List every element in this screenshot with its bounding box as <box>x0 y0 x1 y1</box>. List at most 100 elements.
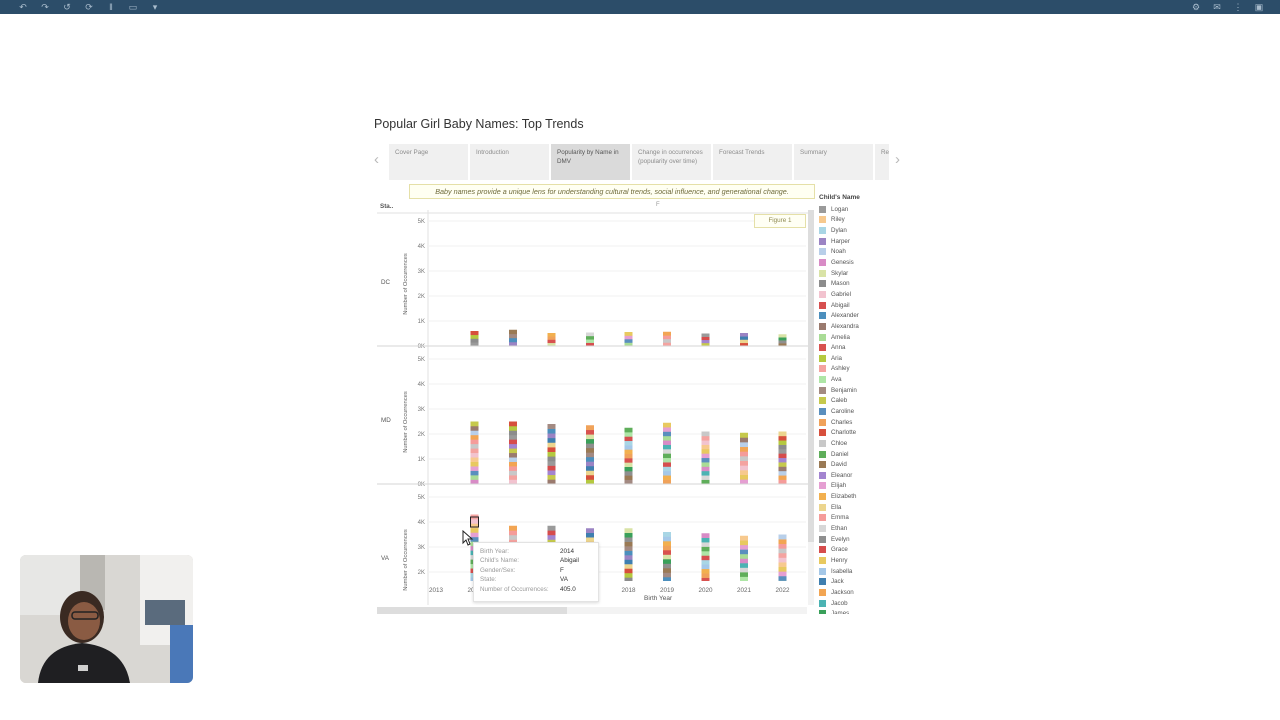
bar-segment[interactable] <box>779 604 787 605</box>
chevron-left-icon[interactable]: ‹ <box>374 151 379 168</box>
story-tab[interactable]: Re <box>875 144 889 180</box>
bar-segment[interactable] <box>509 448 517 454</box>
bar-segment[interactable] <box>778 566 787 572</box>
bar-segment[interactable] <box>624 568 633 574</box>
bar-segment[interactable] <box>586 342 594 347</box>
legend-item[interactable]: Daniel <box>819 449 889 460</box>
bar-segment[interactable] <box>779 594 787 599</box>
bar-segment[interactable] <box>509 539 517 545</box>
bar-segment[interactable] <box>740 460 748 466</box>
bar-segment[interactable] <box>547 479 556 485</box>
legend-item[interactable]: Charlotte <box>819 427 889 438</box>
bar-segment[interactable] <box>470 342 479 347</box>
pause-icon[interactable]: ‖ <box>109 2 113 12</box>
bar-segment[interactable] <box>740 451 748 457</box>
bar-segment[interactable] <box>625 595 633 600</box>
legend-item[interactable]: Jacob <box>819 598 889 609</box>
bar-segment[interactable] <box>509 470 517 476</box>
bar-segment[interactable] <box>701 336 710 341</box>
bar-segment[interactable] <box>547 451 556 457</box>
bar-segment[interactable] <box>740 567 748 573</box>
bar-segment[interactable] <box>470 527 479 533</box>
bar-segment[interactable] <box>740 558 748 564</box>
story-tab[interactable]: Summary <box>794 144 873 180</box>
bar-segment[interactable] <box>547 433 556 439</box>
bar-segment[interactable] <box>702 604 710 605</box>
bar-segment[interactable] <box>624 335 633 340</box>
vertical-scrollbar[interactable] <box>808 210 814 605</box>
bar-segment[interactable] <box>663 554 671 560</box>
scroll-thumb[interactable] <box>377 607 567 614</box>
bar-segment[interactable] <box>701 444 710 450</box>
bar-segment[interactable] <box>509 341 517 347</box>
bar-segment[interactable] <box>547 465 556 471</box>
bar-segment[interactable] <box>701 342 710 347</box>
bar-segment[interactable] <box>586 443 594 449</box>
bar-segment[interactable] <box>778 543 787 549</box>
bar-segment[interactable] <box>778 337 787 341</box>
story-tab[interactable]: Introduction <box>470 144 549 180</box>
bar-segment[interactable] <box>470 443 479 449</box>
legend-item[interactable]: Amelia <box>819 332 889 343</box>
legend-item[interactable]: Alexander <box>819 310 889 321</box>
bar-segment[interactable] <box>778 475 787 480</box>
bar-segment[interactable] <box>586 532 594 538</box>
bar-segment[interactable] <box>624 453 633 459</box>
legend-item[interactable]: Elijah <box>819 481 889 492</box>
bar-segment[interactable] <box>624 436 633 442</box>
bar-segment[interactable] <box>740 333 748 337</box>
bar-segment[interactable] <box>663 331 671 336</box>
legend-item[interactable]: Grace <box>819 545 889 556</box>
bar-segment[interactable] <box>663 440 671 445</box>
bar-segment[interactable] <box>701 333 710 337</box>
bar-segment[interactable] <box>663 536 671 542</box>
bar-segment[interactable] <box>509 329 517 335</box>
refresh-icon[interactable]: ⟳ <box>85 2 93 12</box>
bar-segment[interactable] <box>509 525 517 531</box>
bar-segment[interactable] <box>624 550 633 556</box>
legend-item[interactable]: Caleb <box>819 396 889 407</box>
scroll-thumb[interactable] <box>808 210 814 542</box>
bar-segment[interactable] <box>547 539 556 545</box>
bar-segment[interactable] <box>778 479 787 485</box>
legend-item[interactable]: Skylar <box>819 268 889 279</box>
bar-segment[interactable] <box>586 429 594 435</box>
bar-segment[interactable] <box>586 474 594 480</box>
legend-item[interactable]: Mason <box>819 278 889 289</box>
bar-segment[interactable] <box>778 552 787 558</box>
bar-segment[interactable] <box>586 339 594 343</box>
bar-segment[interactable] <box>778 334 787 338</box>
bar-segment[interactable] <box>586 452 594 458</box>
bar-segment[interactable] <box>740 535 748 541</box>
bar-segment[interactable] <box>701 449 710 454</box>
bar-segment[interactable] <box>624 577 633 582</box>
bar-segment[interactable] <box>624 462 633 467</box>
legend-item[interactable]: Gabriel <box>819 289 889 300</box>
bar-segment[interactable] <box>547 470 556 476</box>
settings-icon[interactable]: ⚙ <box>1191 2 1201 12</box>
legend-item[interactable]: Jackson <box>819 587 889 598</box>
bar-segment[interactable] <box>740 599 748 604</box>
bar-segment[interactable] <box>586 470 594 476</box>
bar-segment[interactable] <box>547 428 556 434</box>
bar-segment[interactable] <box>778 470 787 476</box>
bar-segment[interactable] <box>624 471 633 476</box>
bar-segment[interactable] <box>547 442 556 448</box>
redo-icon[interactable]: ↷ <box>41 2 49 12</box>
bar-segment[interactable] <box>509 430 517 436</box>
bar-segment[interactable] <box>702 595 710 600</box>
legend-item[interactable]: Riley <box>819 215 889 226</box>
bar-segment[interactable] <box>663 338 671 343</box>
bar-segment[interactable] <box>624 339 633 343</box>
legend-item[interactable]: Anna <box>819 342 889 353</box>
bar-segment[interactable] <box>509 337 517 343</box>
bar-segment[interactable] <box>663 541 671 546</box>
bar-segment[interactable] <box>740 336 748 340</box>
bar-segment[interactable] <box>778 449 787 454</box>
bar-segment[interactable] <box>470 334 479 339</box>
bar-segment[interactable] <box>778 457 787 463</box>
bar-segment[interactable] <box>701 533 710 538</box>
bar-segment[interactable] <box>740 446 748 452</box>
bar-segment[interactable] <box>779 599 787 604</box>
bar-segment[interactable] <box>509 443 517 449</box>
